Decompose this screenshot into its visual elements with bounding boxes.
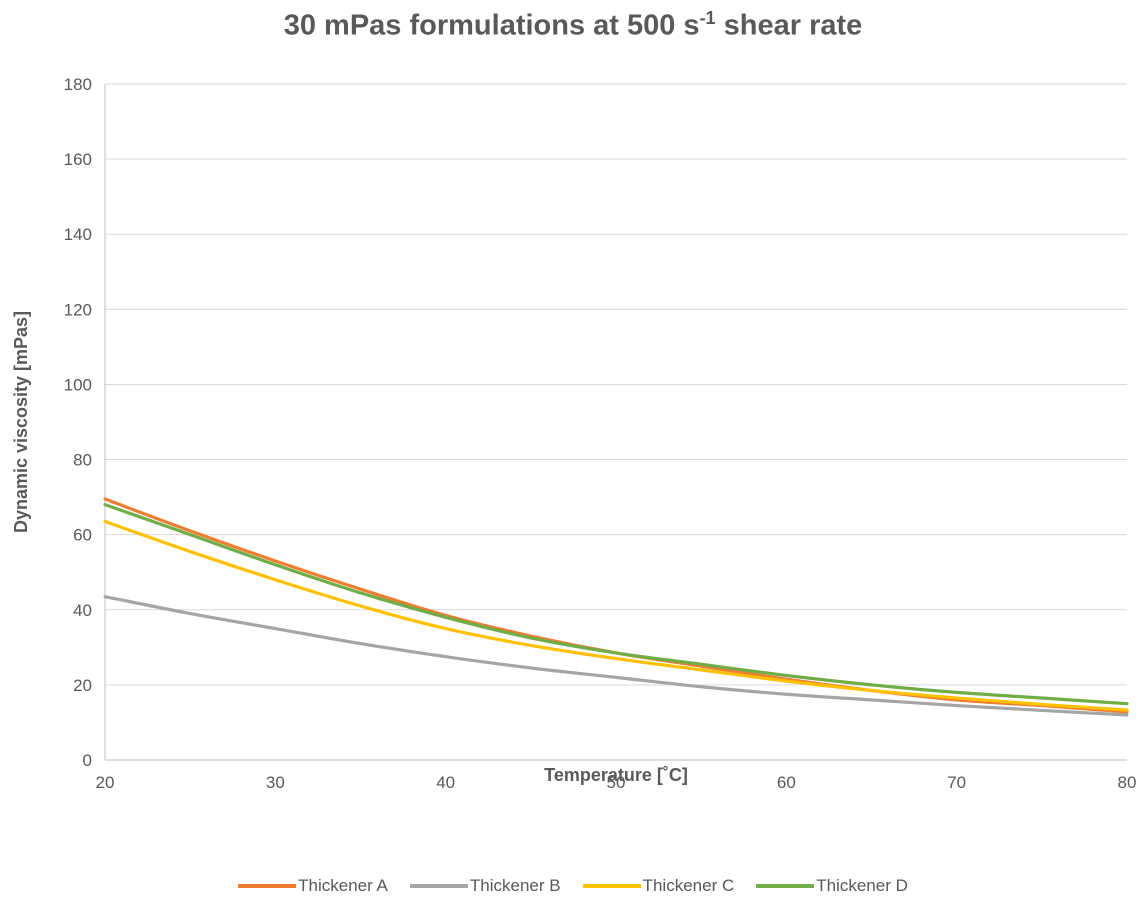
chart-title-superscript: -1	[699, 8, 716, 28]
legend-swatch	[409, 884, 468, 888]
legend-item: Thickener A	[238, 876, 388, 896]
series-line-thickener-d	[103, 503, 1129, 706]
legend-item: Thickener B	[409, 876, 561, 896]
legend-item: Thickener D	[756, 876, 908, 896]
legend-swatch	[756, 884, 815, 888]
y-tick-label: 100	[64, 375, 92, 394]
y-tick-label: 180	[64, 75, 92, 94]
series-lines	[103, 497, 1129, 717]
x-axis-title: Temperature [˚C]	[544, 765, 688, 785]
legend-label: Thickener A	[298, 876, 388, 895]
series-line-thickener-c	[103, 519, 1129, 712]
y-tick-label: 40	[73, 601, 92, 620]
gridlines	[104, 83, 1127, 761]
y-tick-label: 80	[73, 451, 92, 470]
y-tick-label: 140	[64, 225, 92, 244]
x-tick-label: 80	[1118, 773, 1137, 792]
chart-title-main: 30 mPas formulations at 500 s	[283, 9, 700, 42]
x-tick-label: 70	[947, 773, 966, 792]
x-tick-label: 60	[777, 773, 796, 792]
x-tick-label: 20	[96, 773, 115, 792]
series-line-thickener-b	[103, 595, 1129, 717]
y-tick-label: 0	[83, 751, 92, 770]
legend: Thickener A Thickener B Thickener C Thicken…	[0, 876, 1146, 896]
chart-title-end: shear rate	[715, 9, 863, 42]
chart-title: 30 mPas formulations at 500 s-1 shear ra…	[0, 8, 1146, 43]
y-tick-label: 20	[73, 676, 92, 695]
y-axis-title: Dynamic viscosity [mPas]	[11, 311, 31, 533]
x-tick-label: 30	[266, 773, 285, 792]
series-line-thickener-a	[103, 497, 1129, 714]
legend-label: Thickener D	[816, 876, 908, 895]
legend-swatch	[238, 884, 297, 888]
legend-swatch	[582, 884, 641, 888]
legend-item: Thickener C	[582, 876, 735, 896]
y-tick-label: 120	[64, 300, 92, 319]
y-tick-label: 160	[64, 150, 92, 169]
x-tick-label: 50	[607, 773, 626, 792]
x-tick-labels: 20 30 40 50 60 70 80	[96, 773, 1137, 792]
legend-label: Thickener C	[642, 876, 735, 895]
y-tick-label: 60	[73, 526, 92, 545]
y-tick-labels: 0 20 40 60 80 100 120 140 160 180	[64, 75, 92, 770]
legend-label: Thickener B	[469, 876, 561, 895]
x-tick-label: 40	[436, 773, 455, 792]
